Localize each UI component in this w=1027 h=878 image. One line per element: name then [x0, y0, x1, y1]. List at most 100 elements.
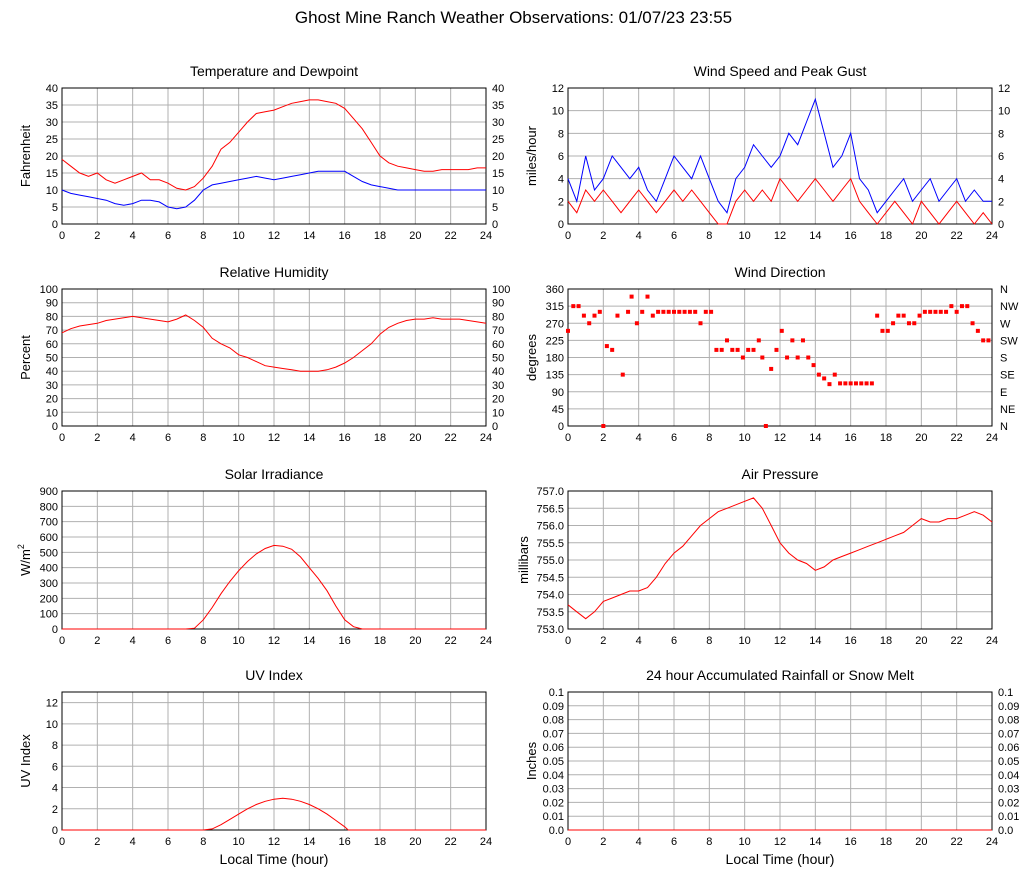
x-tick-label: 10: [739, 635, 751, 647]
data-point: [735, 347, 740, 352]
y-tick-label: 40: [46, 366, 58, 378]
y-tick-label-right: 70: [492, 325, 504, 337]
x-tick-label: 14: [809, 230, 821, 242]
y-tick-label-right: 0.0: [998, 825, 1013, 837]
x-tick-label: 2: [600, 230, 606, 242]
data-point: [714, 347, 719, 352]
compass-tick-label: S: [1000, 353, 1007, 365]
y-tick-label: 4: [52, 783, 58, 795]
data-point: [709, 309, 714, 314]
x-tick-label: 6: [671, 432, 677, 444]
x-tick-label: 18: [880, 230, 892, 242]
x-tick-label: 20: [409, 836, 421, 848]
data-point: [656, 309, 661, 314]
y-tick-label: 500: [40, 547, 58, 559]
x-tick-label: 2: [94, 635, 100, 647]
y-tick-label: 753.0: [536, 624, 564, 636]
page-title: Ghost Mine Ranch Weather Observations: 0…: [294, 8, 733, 27]
y-tick-label: 755.0: [536, 555, 564, 567]
data-point: [790, 338, 795, 343]
y-tick-label: 0.04: [543, 770, 564, 782]
plot-frame: [61, 87, 487, 225]
data-point: [746, 347, 751, 352]
y-tick-label-right: 20: [492, 151, 504, 163]
x-tick-label: 8: [706, 836, 712, 848]
data-point: [730, 347, 735, 352]
data-point: [906, 321, 911, 326]
x-tick-label: 24: [480, 230, 492, 242]
compass-tick-label: N: [1000, 421, 1008, 433]
y-tick-label: 0.06: [543, 742, 564, 754]
y-tick-label: 5: [52, 202, 58, 214]
x-tick-label: 22: [951, 635, 963, 647]
chart-title: Wind Speed and Peak Gust: [694, 63, 867, 79]
y-tick-label: 270: [546, 318, 564, 330]
data-point: [965, 304, 970, 309]
x-tick-label: 16: [339, 230, 351, 242]
y-tick-label-right: 0.06: [998, 742, 1019, 754]
plot-frame: [567, 87, 993, 225]
x-tick-label: 0: [59, 635, 65, 647]
data-point: [981, 338, 986, 343]
data-point: [869, 381, 874, 386]
x-tick-label: 0: [59, 836, 65, 848]
y-axis-label: degrees: [524, 334, 539, 381]
y-tick-label: 10: [552, 106, 564, 118]
y-tick-label: 180: [546, 353, 564, 365]
y-tick-label: 755.5: [536, 538, 564, 550]
data-point: [891, 321, 896, 326]
x-tick-label: 16: [339, 635, 351, 647]
plot-frame: [61, 490, 487, 630]
y-tick-label-right: 100: [492, 284, 510, 296]
y-tick-label: 800: [40, 501, 58, 513]
y-tick-label: 0: [558, 421, 564, 433]
y-tick-label: 10: [46, 719, 58, 731]
data-point: [650, 313, 655, 318]
x-tick-label: 6: [671, 635, 677, 647]
x-tick-label: 10: [233, 230, 245, 242]
y-tick-label: 0: [52, 421, 58, 433]
data-point: [785, 355, 790, 360]
x-tick-label: 12: [268, 836, 280, 848]
x-tick-label: 16: [339, 836, 351, 848]
y-tick-label: 35: [46, 100, 58, 112]
y-tick-label-right: 10: [492, 407, 504, 419]
chart-title: UV Index: [245, 667, 303, 683]
y-tick-label: 8: [52, 740, 58, 752]
y-tick-label-right: 0: [492, 219, 498, 231]
data-point: [634, 321, 639, 326]
y-tick-label: 10: [46, 185, 58, 197]
data-point: [917, 313, 922, 318]
x-tick-label: 24: [986, 836, 998, 848]
x-tick-label: 2: [94, 230, 100, 242]
y-tick-label-right: 80: [492, 311, 504, 323]
y-tick-label-right: 50: [492, 353, 504, 365]
y-tick-label: 0: [52, 624, 58, 636]
data-point: [827, 382, 832, 387]
data-point: [597, 309, 602, 314]
data-point: [848, 381, 853, 386]
data-point: [928, 309, 933, 314]
x-tick-label: 22: [951, 230, 963, 242]
data-point: [986, 338, 991, 343]
compass-tick-label: SW: [1000, 335, 1018, 347]
y-tick-label-right: 0.1: [998, 687, 1013, 699]
y-axis-label: UV Index: [18, 734, 33, 788]
x-tick-label: 18: [880, 432, 892, 444]
y-tick-label: 90: [46, 298, 58, 310]
x-tick-label: 4: [130, 836, 136, 848]
y-tick-label-right: 5: [492, 202, 498, 214]
y-tick-label: 753.5: [536, 607, 564, 619]
data-point: [629, 294, 634, 299]
x-tick-label: 6: [165, 635, 171, 647]
x-tick-label: 10: [739, 432, 751, 444]
y-tick-label: 600: [40, 532, 58, 544]
series-line-1: [567, 177, 993, 226]
x-tick-label: 6: [165, 230, 171, 242]
y-tick-label-right: 0.01: [998, 811, 1019, 823]
y-tick-label: 135: [546, 370, 564, 382]
chart-title: 24 hour Accumulated Rainfall or Snow Mel…: [646, 667, 914, 683]
x-tick-label: 20: [915, 432, 927, 444]
x-tick-label: 8: [200, 230, 206, 242]
